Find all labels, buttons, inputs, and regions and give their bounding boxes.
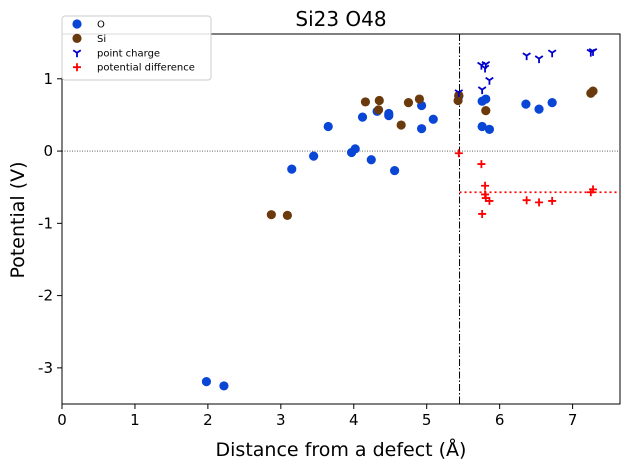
point-o <box>366 155 376 165</box>
legend-label-potential-difference: potential difference <box>97 63 195 74</box>
legend-label-point-charge: point charge <box>97 48 160 59</box>
point-o <box>477 121 487 132</box>
point-o <box>201 376 212 387</box>
point-point-charge <box>547 49 557 58</box>
point-o <box>350 144 360 154</box>
point-potential-difference <box>477 160 486 169</box>
point-si <box>360 97 371 107</box>
point-o <box>481 94 491 104</box>
point-si <box>481 106 491 116</box>
point-potential-difference <box>454 149 463 158</box>
y-tick-label: -3 <box>38 359 53 377</box>
point-point-charge <box>481 61 491 69</box>
legend-label-o: O <box>97 20 105 31</box>
y-tick-label: 1 <box>43 70 53 88</box>
legend-marker-o <box>72 19 82 29</box>
point-o <box>390 165 400 176</box>
point-o <box>428 114 438 124</box>
point-potential-difference <box>478 209 487 218</box>
point-potential-difference <box>522 196 531 205</box>
x-tick-label: 2 <box>203 411 213 429</box>
point-potential-difference <box>481 181 490 190</box>
point-point-charge <box>454 89 464 98</box>
y-tick-label: -1 <box>38 214 53 232</box>
y-tick-label: -2 <box>38 287 53 305</box>
point-si <box>414 94 425 104</box>
y-tick-label: 0 <box>43 142 53 160</box>
x-tick-label: 1 <box>130 411 140 429</box>
point-point-charge <box>522 52 531 61</box>
plot-frame <box>61 33 621 405</box>
point-potential-difference <box>548 196 557 205</box>
point-o <box>521 99 531 109</box>
point-potential-difference <box>535 198 544 207</box>
x-tick-label: 7 <box>568 411 578 429</box>
plot-area: 0 1 2 3 4 5 6 7 -3 -2 -1 0 1 <box>38 33 621 429</box>
point-o <box>219 381 229 391</box>
point-si <box>373 105 384 115</box>
legend: O Si point charge potential difference <box>61 15 212 81</box>
point-si <box>374 95 384 106</box>
point-o <box>547 98 557 108</box>
point-potential-difference <box>485 196 494 205</box>
point-o <box>384 111 394 121</box>
legend-box <box>61 15 212 81</box>
point-si <box>266 210 276 220</box>
point-point-charge <box>477 86 487 95</box>
x-tick-label: 0 <box>57 411 67 429</box>
chart-title: Si23 O48 <box>295 7 386 31</box>
point-si <box>403 98 414 108</box>
point-point-charge <box>534 55 544 64</box>
legend-marker-point-charge <box>72 49 82 58</box>
point-o <box>357 112 368 122</box>
x-tick-label: 3 <box>276 411 286 429</box>
legend-label-si: Si <box>97 34 106 45</box>
x-tick-label: 5 <box>422 411 432 429</box>
point-o <box>309 151 319 161</box>
x-tick-label: 4 <box>349 411 359 429</box>
x-tick-label: 6 <box>495 411 505 429</box>
point-point-charge <box>588 48 598 56</box>
point-o <box>417 124 427 134</box>
point-potential-difference <box>589 185 598 194</box>
point-o <box>287 164 297 174</box>
x-axis-title: Distance from a defect (Å) <box>216 438 467 461</box>
point-si <box>396 120 406 130</box>
point-si <box>588 86 598 96</box>
legend-marker-potential-difference <box>73 63 81 72</box>
point-o <box>484 124 495 134</box>
legend-marker-si <box>72 33 82 44</box>
point-o <box>534 104 544 114</box>
point-si <box>282 210 292 220</box>
point-o <box>323 121 333 132</box>
y-axis-title: Potential (V) <box>7 161 29 278</box>
point-point-charge <box>485 76 494 85</box>
